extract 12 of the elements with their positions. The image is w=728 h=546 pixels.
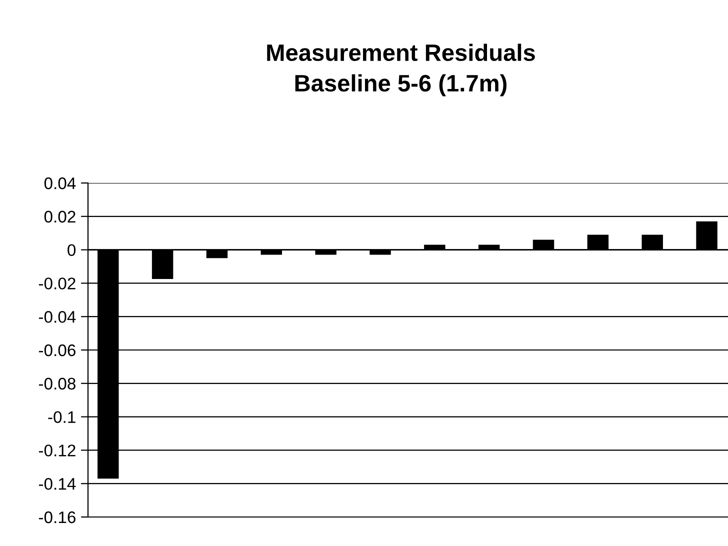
y-tick-label: -0.14 bbox=[38, 478, 76, 490]
y-tick-label: 0.04 bbox=[44, 177, 76, 190]
y-tick-label: -0.1 bbox=[48, 411, 76, 424]
y-tick-label: -0.12 bbox=[38, 444, 76, 456]
y-tick-label: -0.02 bbox=[38, 278, 76, 290]
y-tick-label: -0.08 bbox=[38, 378, 76, 390]
y-tick-label: -0.06 bbox=[38, 344, 76, 356]
y-tick-label: -0.04 bbox=[38, 311, 76, 323]
y-tick-label: -0.16 bbox=[38, 511, 76, 524]
chart-title: Measurement Residuals Baseline 5-6 (1.7m) bbox=[267, 44, 535, 96]
y-tick-label: 0.02 bbox=[44, 210, 76, 223]
y-tick-label: 0 bbox=[68, 244, 76, 256]
